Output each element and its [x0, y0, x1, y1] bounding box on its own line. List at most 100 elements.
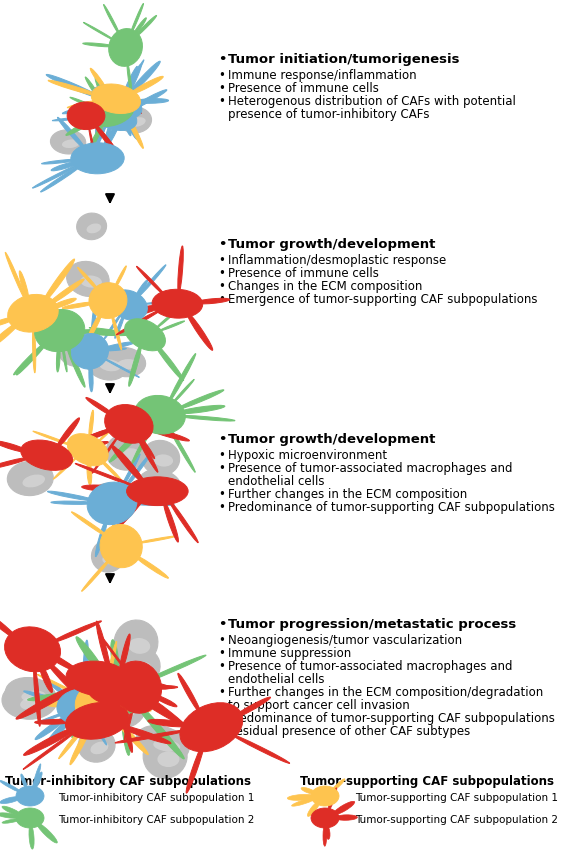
- Ellipse shape: [99, 360, 121, 371]
- Ellipse shape: [67, 103, 105, 130]
- Ellipse shape: [33, 764, 41, 789]
- Ellipse shape: [102, 553, 119, 565]
- Ellipse shape: [58, 719, 90, 759]
- Ellipse shape: [109, 30, 142, 67]
- Ellipse shape: [231, 697, 270, 720]
- Text: •: •: [218, 618, 226, 630]
- Ellipse shape: [66, 345, 85, 388]
- Text: Tumor-supporting CAF subpopulation 2: Tumor-supporting CAF subpopulation 2: [355, 814, 558, 824]
- Ellipse shape: [20, 440, 73, 471]
- Text: Tumor-supporting CAF subpopulations: Tumor-supporting CAF subpopulations: [300, 774, 554, 787]
- Text: Further changes in the ECM composition: Further changes in the ECM composition: [228, 487, 467, 500]
- Ellipse shape: [109, 425, 147, 463]
- Ellipse shape: [135, 701, 184, 759]
- Ellipse shape: [85, 346, 128, 381]
- Text: •: •: [218, 487, 225, 500]
- Text: Presence of tumor-associated macrophages and: Presence of tumor-associated macrophages…: [228, 659, 512, 672]
- Ellipse shape: [311, 786, 339, 806]
- Ellipse shape: [123, 109, 143, 149]
- Text: Tumor-supporting CAF subpopulation 1: Tumor-supporting CAF subpopulation 1: [355, 792, 558, 802]
- Ellipse shape: [82, 43, 114, 48]
- Ellipse shape: [5, 627, 60, 672]
- Ellipse shape: [87, 482, 137, 525]
- Text: •: •: [218, 633, 225, 646]
- Ellipse shape: [118, 360, 138, 370]
- Ellipse shape: [195, 299, 230, 304]
- Ellipse shape: [323, 825, 326, 846]
- Ellipse shape: [301, 787, 316, 794]
- Ellipse shape: [110, 291, 147, 321]
- Text: Presence of immune cells: Presence of immune cells: [228, 82, 379, 95]
- Ellipse shape: [62, 141, 80, 149]
- Ellipse shape: [90, 69, 106, 91]
- Ellipse shape: [29, 825, 34, 849]
- Ellipse shape: [111, 499, 143, 534]
- Text: Further changes in the ECM composition/degradation: Further changes in the ECM composition/d…: [228, 685, 543, 698]
- Ellipse shape: [5, 253, 26, 302]
- Ellipse shape: [65, 449, 94, 455]
- Ellipse shape: [178, 416, 235, 422]
- Ellipse shape: [8, 295, 58, 333]
- Ellipse shape: [22, 691, 46, 702]
- Text: Tumor initiation/tumorigenesis: Tumor initiation/tumorigenesis: [228, 53, 459, 66]
- Ellipse shape: [125, 320, 166, 351]
- Ellipse shape: [114, 677, 158, 713]
- Ellipse shape: [70, 690, 90, 733]
- Ellipse shape: [33, 432, 74, 446]
- Ellipse shape: [119, 634, 130, 675]
- Ellipse shape: [0, 780, 22, 792]
- Ellipse shape: [125, 705, 133, 740]
- Ellipse shape: [102, 358, 139, 378]
- Ellipse shape: [53, 458, 77, 480]
- Ellipse shape: [46, 717, 71, 746]
- Ellipse shape: [23, 728, 80, 769]
- Ellipse shape: [168, 500, 198, 543]
- Ellipse shape: [116, 309, 162, 336]
- Ellipse shape: [114, 718, 148, 755]
- Ellipse shape: [22, 475, 45, 488]
- Ellipse shape: [80, 276, 102, 288]
- Ellipse shape: [142, 655, 206, 683]
- Ellipse shape: [87, 460, 92, 486]
- Ellipse shape: [121, 705, 130, 756]
- Ellipse shape: [124, 67, 137, 94]
- Ellipse shape: [0, 318, 16, 328]
- Ellipse shape: [119, 699, 133, 752]
- Ellipse shape: [39, 664, 53, 693]
- Ellipse shape: [0, 611, 18, 640]
- Text: endothelial cells: endothelial cells: [228, 474, 325, 487]
- Text: Predominance of tumor-supporting CAF subpopulations: Predominance of tumor-supporting CAF sub…: [228, 500, 555, 513]
- Ellipse shape: [101, 491, 116, 532]
- Ellipse shape: [129, 663, 152, 679]
- Ellipse shape: [35, 310, 85, 352]
- Text: Heterogenous distribution of CAFs with potential: Heterogenous distribution of CAFs with p…: [228, 95, 516, 107]
- Ellipse shape: [103, 343, 135, 350]
- Ellipse shape: [113, 700, 137, 717]
- Ellipse shape: [61, 326, 80, 343]
- Ellipse shape: [106, 435, 147, 470]
- Ellipse shape: [120, 454, 140, 491]
- Text: •: •: [218, 238, 226, 250]
- Ellipse shape: [105, 115, 122, 149]
- Ellipse shape: [138, 435, 154, 459]
- Ellipse shape: [57, 418, 80, 447]
- Ellipse shape: [71, 348, 90, 360]
- Ellipse shape: [157, 751, 180, 767]
- Ellipse shape: [48, 81, 99, 97]
- Ellipse shape: [75, 682, 128, 730]
- Ellipse shape: [88, 691, 97, 734]
- Ellipse shape: [62, 346, 67, 372]
- Ellipse shape: [153, 740, 180, 751]
- Ellipse shape: [104, 5, 120, 37]
- Ellipse shape: [335, 815, 357, 820]
- Ellipse shape: [171, 380, 194, 405]
- Ellipse shape: [81, 558, 112, 591]
- Ellipse shape: [43, 702, 83, 707]
- Text: Tumor-inhibitory CAF subpopulations: Tumor-inhibitory CAF subpopulations: [5, 774, 251, 787]
- Ellipse shape: [64, 442, 108, 453]
- Ellipse shape: [159, 321, 184, 331]
- Ellipse shape: [92, 297, 98, 340]
- Ellipse shape: [154, 343, 184, 381]
- Ellipse shape: [91, 540, 125, 573]
- Text: •: •: [218, 711, 225, 723]
